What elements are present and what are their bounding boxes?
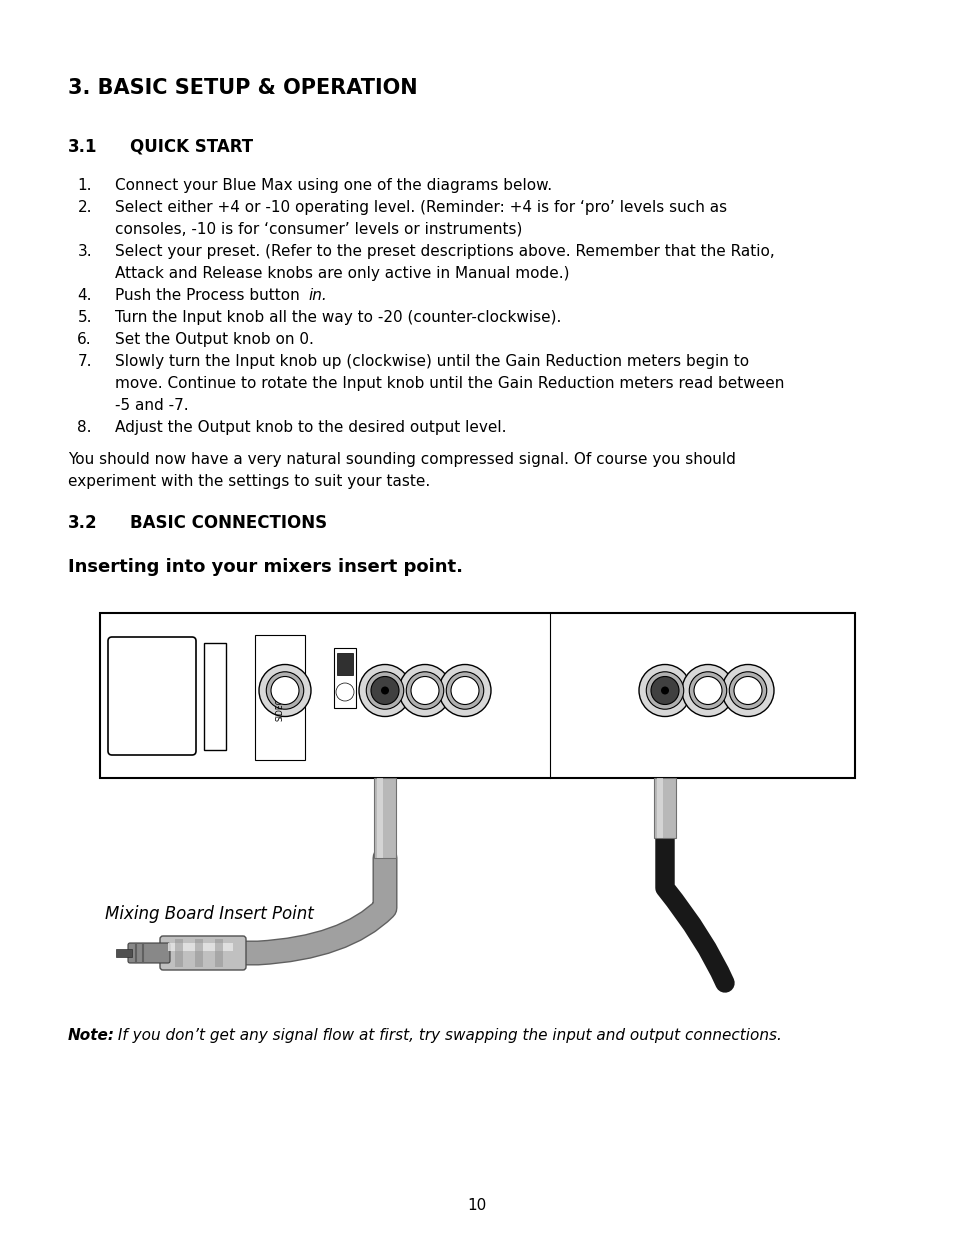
Circle shape xyxy=(438,664,491,716)
Circle shape xyxy=(451,677,478,704)
Circle shape xyxy=(650,677,679,704)
Bar xyxy=(116,948,132,957)
Bar xyxy=(214,939,223,967)
Text: 6.: 6. xyxy=(77,332,91,347)
Bar xyxy=(168,944,233,951)
Text: TIP=SEND: TIP=SEND xyxy=(290,760,325,766)
Circle shape xyxy=(398,664,451,716)
Circle shape xyxy=(689,672,726,709)
Text: MANUFACTURED IN THE USA: MANUFACTURED IN THE USA xyxy=(208,619,286,624)
Text: QUICK START: QUICK START xyxy=(130,138,253,156)
Circle shape xyxy=(681,664,733,716)
Bar xyxy=(657,778,662,839)
Text: move. Continue to rotate the Input knob until the Gain Reduction meters read bet: move. Continue to rotate the Input knob … xyxy=(115,375,783,391)
Text: Audio Electronics: Audio Electronics xyxy=(110,631,157,636)
Text: BY PRESONUS AUDIO ELECTRONICS: BY PRESONUS AUDIO ELECTRONICS xyxy=(208,627,305,632)
Text: ЛЛ̲: ЛЛ̲ xyxy=(168,620,182,631)
Circle shape xyxy=(258,664,311,716)
Text: BASIC CONNECTIONS: BASIC CONNECTIONS xyxy=(130,514,327,532)
Text: 1.: 1. xyxy=(77,178,91,193)
FancyBboxPatch shape xyxy=(160,936,246,969)
Text: LEFT: LEFT xyxy=(385,760,401,766)
Text: Push the Process button: Push the Process button xyxy=(115,288,304,303)
Circle shape xyxy=(411,677,438,704)
Text: max: max xyxy=(417,618,451,632)
Text: in.: in. xyxy=(308,288,327,303)
Circle shape xyxy=(335,683,354,701)
Text: 3.: 3. xyxy=(77,245,91,259)
Text: Select either +4 or -10 operating level. (Reminder: +4 is for ‘pro’ levels such : Select either +4 or -10 operating level.… xyxy=(115,200,726,215)
Text: Turn the Input knob all the way to -20 (counter-clockwise).: Turn the Input knob all the way to -20 (… xyxy=(115,310,560,325)
Text: MONO: MONO xyxy=(415,760,436,766)
Text: 2.: 2. xyxy=(77,200,91,215)
Circle shape xyxy=(693,677,721,704)
Text: INPUT: INPUT xyxy=(701,641,727,650)
Text: POWER: POWER xyxy=(212,760,252,769)
Text: 5.: 5. xyxy=(77,310,91,325)
Bar xyxy=(254,635,305,760)
Circle shape xyxy=(639,664,690,716)
Circle shape xyxy=(380,687,389,694)
Bar xyxy=(336,653,353,676)
Bar xyxy=(334,648,355,708)
Text: SIDECHAIN: SIDECHAIN xyxy=(275,679,284,721)
Text: Attack and Release knobs are only active in Manual mode.): Attack and Release knobs are only active… xyxy=(115,266,569,282)
Text: You should now have a very natural sounding compressed signal. Of course you sho: You should now have a very natural sound… xyxy=(68,452,735,467)
Circle shape xyxy=(271,677,298,704)
Text: experiment with the settings to suit your taste.: experiment with the settings to suit you… xyxy=(68,474,430,489)
Circle shape xyxy=(358,664,411,716)
Text: Adjust the Output knob to the desired output level.: Adjust the Output knob to the desired ou… xyxy=(115,420,506,435)
Text: 3.1: 3.1 xyxy=(68,138,97,156)
Text: OUTPUT: OUTPUT xyxy=(401,641,437,650)
Text: +4: +4 xyxy=(341,645,352,651)
Text: Slowly turn the Input knob up (clockwise) until the Gain Reduction meters begin : Slowly turn the Input knob up (clockwise… xyxy=(115,354,748,369)
Circle shape xyxy=(728,672,766,709)
Circle shape xyxy=(371,677,398,704)
Text: MONO: MONO xyxy=(695,760,717,766)
Bar xyxy=(174,939,183,967)
Text: 10: 10 xyxy=(467,1198,486,1213)
Text: 8.: 8. xyxy=(77,420,91,435)
Text: -5 and -7.: -5 and -7. xyxy=(115,398,189,412)
Text: Inserting into your mixers insert point.: Inserting into your mixers insert point. xyxy=(68,558,462,576)
Text: BLUE: BLUE xyxy=(377,618,413,632)
Circle shape xyxy=(660,687,668,694)
Text: 3. BASIC SETUP & OPERATION: 3. BASIC SETUP & OPERATION xyxy=(68,78,417,98)
Text: Note:: Note: xyxy=(68,1028,115,1044)
FancyBboxPatch shape xyxy=(128,944,170,963)
Text: 4.: 4. xyxy=(77,288,91,303)
Text: Set the Output knob on 0.: Set the Output knob on 0. xyxy=(115,332,314,347)
Text: Connect your Blue Max using one of the diagrams below.: Connect your Blue Max using one of the d… xyxy=(115,178,552,193)
Text: consoles, -10 is for ‘consumer’ levels or instruments): consoles, -10 is for ‘consumer’ levels o… xyxy=(115,222,522,237)
Circle shape xyxy=(406,672,443,709)
Bar xyxy=(374,778,395,858)
Circle shape xyxy=(645,672,683,709)
FancyBboxPatch shape xyxy=(108,637,195,755)
Text: If you don’t get any signal flow at first, try swapping the input and output con: If you don’t get any signal flow at firs… xyxy=(112,1028,781,1044)
Text: PreSonus: PreSonus xyxy=(110,618,158,627)
Bar xyxy=(204,643,226,750)
Text: Select your preset. (Refer to the preset descriptions above. Remember that the R: Select your preset. (Refer to the preset… xyxy=(115,245,774,259)
Bar xyxy=(100,613,854,778)
Bar xyxy=(376,778,382,858)
Text: RIGHT: RIGHT xyxy=(731,760,753,766)
Circle shape xyxy=(446,672,483,709)
Text: RIGHT: RIGHT xyxy=(450,760,471,766)
Circle shape xyxy=(721,664,773,716)
Text: Mixing Board Insert Point: Mixing Board Insert Point xyxy=(105,905,314,923)
Text: 7.: 7. xyxy=(77,354,91,369)
Text: 120/240 VAC, 50/60Hz, 10W: 120/240 VAC, 50/60Hz, 10W xyxy=(108,760,186,764)
Text: 3.2: 3.2 xyxy=(68,514,97,532)
Bar xyxy=(194,939,203,967)
Text: LEFT: LEFT xyxy=(664,760,680,766)
Circle shape xyxy=(366,672,403,709)
Circle shape xyxy=(733,677,761,704)
Bar xyxy=(654,778,676,839)
Text: Smart Compressor: Smart Compressor xyxy=(569,620,654,629)
Circle shape xyxy=(266,672,303,709)
Text: -10: -10 xyxy=(339,663,355,672)
